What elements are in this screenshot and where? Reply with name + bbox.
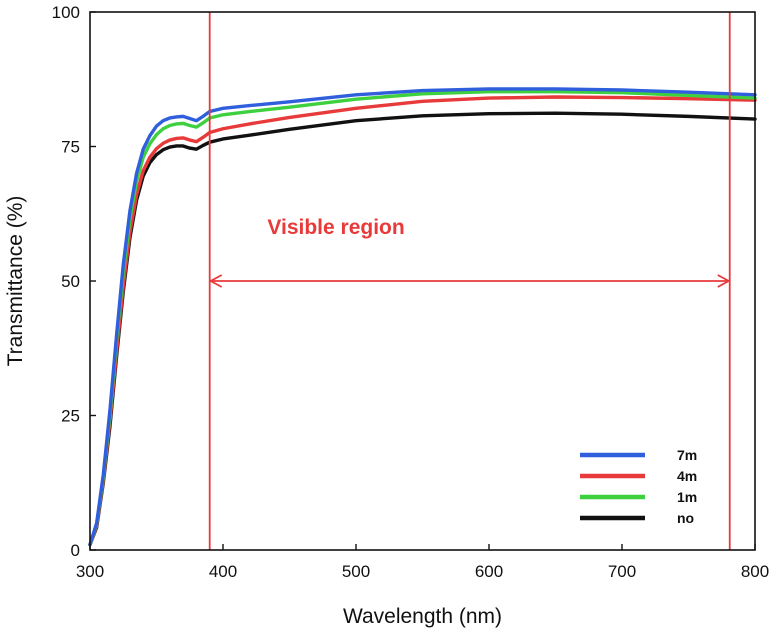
x-tick-label: 500 — [342, 562, 370, 581]
annotation-layer — [208, 12, 731, 550]
legend-label-1m: 1m — [677, 489, 697, 505]
legend-label-no: no — [677, 510, 694, 526]
series-line-1m — [88, 89, 757, 547]
x-tick-label: 600 — [475, 562, 503, 581]
y-tick-label: 100 — [52, 3, 80, 22]
series-line-no — [88, 111, 757, 547]
series-line-7m — [88, 87, 757, 547]
x-tick-label: 700 — [608, 562, 636, 581]
series-layer — [88, 87, 757, 547]
region-arrow-right-head — [717, 274, 731, 288]
x-tick-label: 300 — [76, 562, 104, 581]
x-axis-title: Wavelength (nm) — [343, 605, 502, 628]
y-tick-label: 75 — [61, 138, 80, 157]
y-axis-title: Transmittance (%) — [4, 196, 27, 367]
legend: 7m 4m 1m no — [580, 447, 697, 526]
legend-label-7m: 7m — [677, 447, 697, 463]
visible-region-label: Visible region — [267, 216, 404, 239]
x-tick-label: 400 — [209, 562, 237, 581]
legend-label-4m: 4m — [677, 468, 697, 484]
tick-layer: 300 400 500 600 700 800 0 25 50 75 100 — [52, 3, 770, 581]
y-tick-label: 25 — [61, 407, 80, 426]
y-tick-label: 0 — [71, 541, 80, 560]
region-arrow-left-head — [208, 274, 223, 288]
x-tick-label: 800 — [741, 562, 769, 581]
series-line-4m — [88, 95, 757, 547]
y-tick-label: 50 — [61, 272, 80, 291]
